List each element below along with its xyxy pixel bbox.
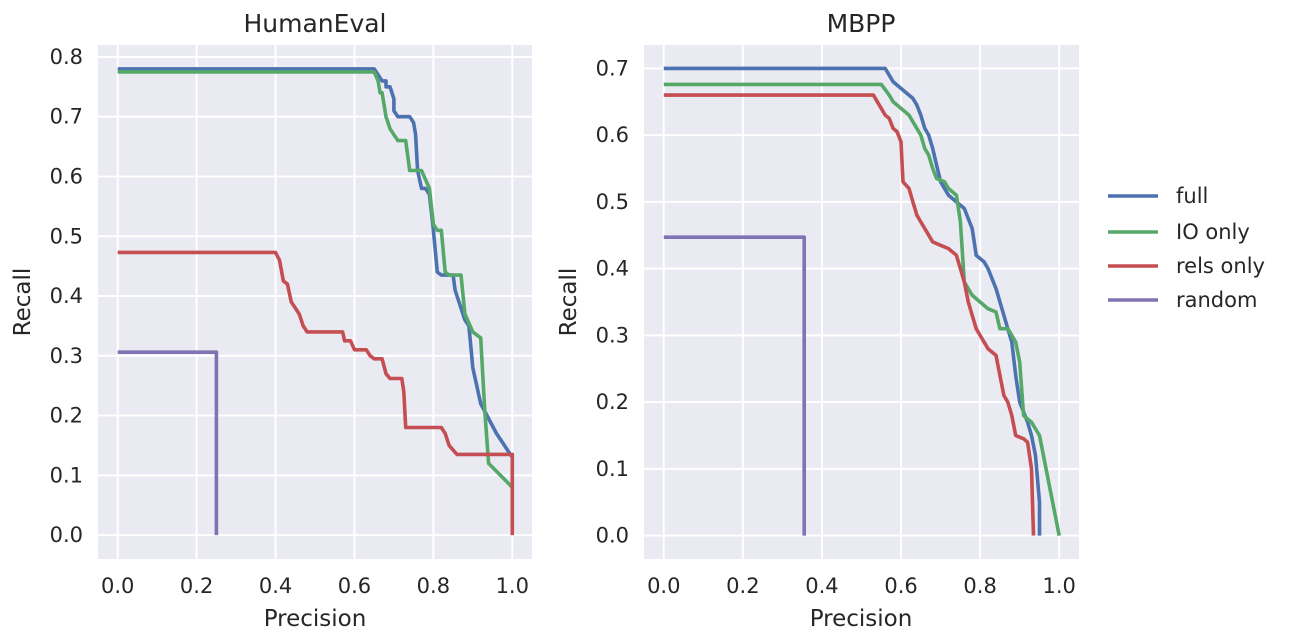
- legend-label-io-only: IO only: [1176, 220, 1250, 244]
- legend-label-full: full: [1176, 184, 1208, 208]
- humaneval-plot-area: [98, 45, 532, 559]
- legend-item-random: random: [1108, 288, 1257, 312]
- legend-item-io-only: IO only: [1108, 220, 1250, 244]
- legend: full IO only rels only random: [1108, 184, 1265, 312]
- mbpp-x-ticks: 0.0 0.2 0.4 0.6 0.8 1.0: [647, 574, 1076, 598]
- legend-label-rels-only: rels only: [1176, 254, 1265, 278]
- mbpp-y-ticks: 0.0 0.1 0.2 0.3 0.4 0.5 0.6 0.7: [596, 56, 629, 547]
- humaneval-y-tick-label: 0.5: [50, 224, 83, 248]
- mbpp-series: [663, 66, 1061, 536]
- humaneval-y-tick-label: 0.8: [50, 45, 83, 69]
- mbpp-plot-area: [644, 45, 1079, 559]
- humaneval-y-axis-label: Recall: [10, 268, 36, 337]
- legend-item-rels-only: rels only: [1108, 254, 1265, 278]
- mbpp-y-tick-label: 0.7: [596, 56, 629, 80]
- humaneval-y-tick-label: 0.4: [50, 284, 83, 308]
- humaneval-x-tick-label: 0.4: [259, 574, 292, 598]
- mbpp-y-tick-label: 0.5: [596, 190, 629, 214]
- humaneval-x-tick-label: 0.6: [338, 574, 371, 598]
- mbpp-x-tick-label: 0.6: [884, 574, 917, 598]
- humaneval-y-tick-label: 0.2: [50, 404, 83, 428]
- mbpp-y-tick-label: 0.0: [596, 524, 629, 548]
- humaneval-x-tick-label: 0.0: [101, 574, 134, 598]
- humaneval-y-tick-label: 0.3: [50, 344, 83, 368]
- mbpp-series-rels-only: [663, 93, 1036, 536]
- humaneval-x-ticks: 0.0 0.2 0.4 0.6 0.8 1.0: [101, 574, 529, 598]
- humaneval-y-tick-label: 0.7: [50, 105, 83, 129]
- mbpp-y-tick-label: 0.4: [596, 257, 629, 281]
- mbpp-y-tick-label: 0.2: [596, 390, 629, 414]
- humaneval-x-tick-label: 1.0: [496, 574, 529, 598]
- mbpp-title: MBPP: [827, 9, 896, 38]
- humaneval-series-io-only: [117, 70, 514, 489]
- humaneval-title: HumanEval: [243, 9, 386, 38]
- humaneval-x-tick-label: 0.8: [417, 574, 450, 598]
- humaneval-x-axis-label: Precision: [264, 606, 367, 632]
- mbpp-series-random: [663, 235, 806, 536]
- legend-label-random: random: [1176, 288, 1257, 312]
- mbpp-y-tick-label: 0.3: [596, 323, 629, 347]
- humaneval-grid: [98, 45, 532, 559]
- humaneval-series-random: [117, 350, 219, 536]
- humaneval-series: [117, 67, 515, 536]
- humaneval-x-tick-label: 0.2: [180, 574, 213, 598]
- humaneval-y-tick-label: 0.0: [50, 523, 83, 547]
- mbpp-x-tick-label: 0.0: [647, 574, 680, 598]
- mbpp-series-io-only: [663, 82, 1061, 536]
- humaneval-series-rels-only: [117, 250, 515, 536]
- humaneval-chart: 0.0 0.2 0.4 0.6 0.8 1.0 0.0 0.1 0.2 0.3 0.4 0.5 0.6…: [10, 9, 532, 632]
- humaneval-y-tick-label: 0.1: [50, 463, 83, 487]
- mbpp-grid: [644, 45, 1079, 559]
- mbpp-x-tick-label: 0.4: [805, 574, 838, 598]
- humaneval-y-tick-label: 0.6: [50, 164, 83, 188]
- mbpp-x-tick-label: 1.0: [1043, 574, 1076, 598]
- mbpp-x-tick-label: 0.2: [726, 574, 759, 598]
- mbpp-y-axis-label: Recall: [556, 268, 582, 337]
- mbpp-x-axis-label: Precision: [810, 606, 913, 632]
- mbpp-y-tick-label: 0.6: [596, 123, 629, 147]
- mbpp-y-tick-label: 0.1: [596, 457, 629, 481]
- humaneval-y-ticks: 0.0 0.1 0.2 0.3 0.4 0.5 0.6 0.7 0.8: [50, 45, 83, 547]
- mbpp-chart: 0.0 0.2 0.4 0.6 0.8 1.0 0.0 0.1 0.2 0.3 0.4 0.5 0.6…: [556, 9, 1079, 632]
- legend-item-full: full: [1108, 184, 1208, 208]
- mbpp-series-full: [663, 66, 1042, 536]
- mbpp-x-tick-label: 0.8: [963, 574, 996, 598]
